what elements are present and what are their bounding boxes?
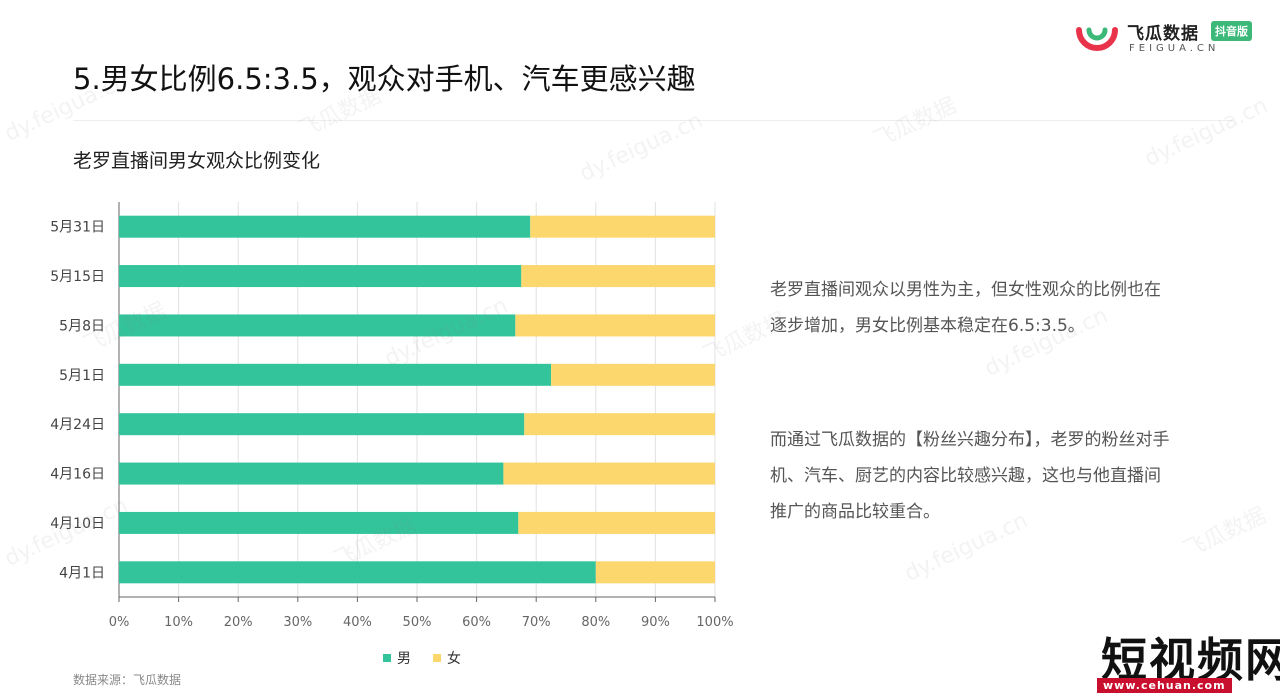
bar-segment-female: [551, 363, 715, 386]
feigua-logo[interactable]: 飞瓜数据 抖音版 FEIGUA.CN: [1075, 18, 1265, 62]
bar-segment-male: [119, 265, 522, 288]
bar-segment-male: [119, 561, 596, 584]
bar-segment-male: [119, 215, 531, 238]
page-title: 5.男女比例6.5:3.5，观众对手机、汽车更感兴趣: [73, 62, 696, 96]
bar-segment-male: [119, 314, 516, 337]
bar-segment-male: [119, 413, 525, 436]
brand-watermark: 短视频网 www.cehuan.com: [1093, 620, 1280, 695]
y-category-label: 4月16日: [50, 467, 105, 483]
description-paragraph-1: 老罗直播间观众以男性为主，但女性观众的比例也在逐步增加，男女比例基本稳定在6.5…: [770, 280, 1161, 336]
bar-segment-male: [119, 511, 519, 534]
logo-name: 飞瓜数据: [1127, 24, 1199, 44]
y-category-label: 5月15日: [50, 269, 105, 285]
title-divider: [73, 120, 1233, 121]
y-category-label: 5月1日: [59, 368, 105, 384]
bar-segment-female: [503, 462, 715, 485]
bar-segment-female: [530, 215, 715, 238]
x-tick-label: 20%: [224, 615, 253, 630]
x-tick-label: 0%: [109, 615, 130, 630]
brand-url: www.cehuan.com: [1097, 678, 1232, 693]
bar-segment-male: [119, 462, 504, 485]
watermark-text: 飞瓜数据: [869, 93, 961, 154]
legend-swatch: [433, 654, 441, 662]
y-category-label: 4月24日: [50, 417, 105, 433]
legend-label: 女: [447, 650, 461, 667]
logo-domain: FEIGUA.CN: [1129, 43, 1220, 54]
description-paragraph-2: 而通过飞瓜数据的【粉丝兴趣分布】，老罗的粉丝对手机、汽车、厨艺的内容比较感兴趣，…: [770, 430, 1170, 522]
feigua-logo-icon: [1076, 27, 1118, 51]
y-category-label: 5月31日: [50, 220, 105, 236]
data-source: 数据来源：飞瓜数据: [73, 673, 182, 687]
bar-segment-female: [521, 265, 715, 288]
x-tick-label: 90%: [641, 615, 670, 630]
x-tick-label: 60%: [462, 615, 491, 630]
x-tick-label: 70%: [522, 615, 551, 630]
y-category-label: 4月10日: [50, 516, 105, 532]
bar-segment-female: [595, 561, 715, 584]
y-category-label: 4月1日: [59, 565, 105, 581]
watermark-text: dy.feigua.cn: [1140, 93, 1272, 172]
bar-segment-female: [515, 314, 715, 337]
logo-badge: 抖音版: [1211, 21, 1252, 41]
bar-segment-female: [524, 413, 715, 436]
x-tick-label: 100%: [696, 615, 733, 630]
y-category-label: 5月8日: [59, 318, 105, 334]
x-tick-label: 10%: [164, 615, 193, 630]
legend-swatch: [383, 654, 391, 662]
x-tick-label: 30%: [283, 615, 312, 630]
watermark-text: 飞瓜数据: [1179, 503, 1271, 564]
bar-segment-male: [119, 363, 552, 386]
x-tick-label: 40%: [343, 615, 372, 630]
legend-label: 男: [397, 651, 411, 667]
chart-title: 老罗直播间男女观众比例变化: [73, 150, 321, 172]
bar-segment-female: [518, 511, 715, 534]
x-tick-label: 80%: [581, 615, 610, 630]
gender-ratio-chart: 0% 10% 20% 30% 40% 50% 60% 70% 80% 90% 100% 5月31日 5月…: [50, 202, 734, 667]
x-tick-label: 50%: [403, 615, 432, 630]
